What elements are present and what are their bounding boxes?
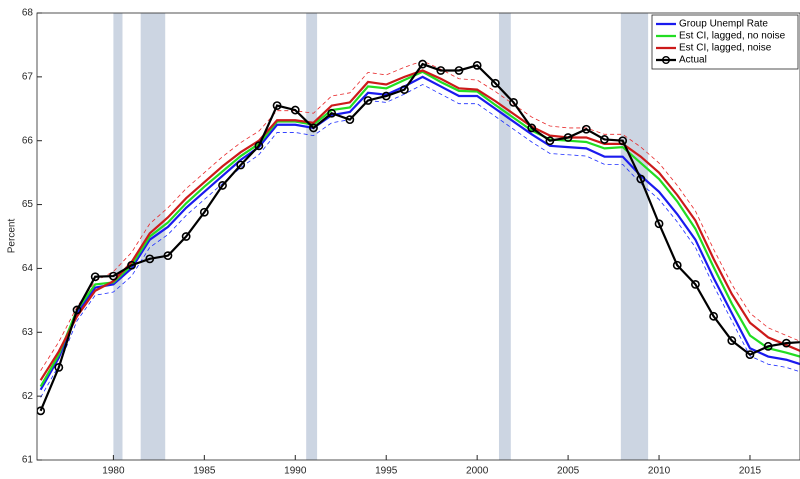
data-point (472, 60, 482, 70)
data-point (218, 181, 227, 190)
data-point (527, 123, 537, 133)
data-point (309, 123, 318, 133)
data-point (490, 78, 500, 88)
x-tick-label: 2000 (466, 466, 489, 477)
data-point (618, 136, 628, 146)
series-line (39, 70, 800, 388)
x-tick-label: 1980 (102, 466, 125, 477)
data-point (763, 341, 773, 351)
y-tick-label: 68 (22, 8, 34, 19)
y-tick-label: 61 (22, 455, 34, 466)
series-line (39, 62, 800, 412)
legend-label: Actual (679, 55, 707, 66)
legend-label: Est CI, lagged, noise (679, 43, 772, 54)
data-point (781, 338, 791, 348)
recession-band (620, 13, 649, 460)
data-point (108, 271, 118, 281)
data-point (581, 124, 591, 134)
y-tick-label: 65 (22, 199, 34, 210)
x-tick-label: 2005 (557, 466, 580, 477)
series-line (39, 75, 800, 391)
data-point (691, 279, 700, 289)
data-point (127, 260, 136, 270)
data-point (345, 115, 355, 125)
data-point (636, 174, 646, 184)
legend-label: Group Unempl Rate (679, 19, 768, 30)
data-point (600, 135, 609, 144)
data-point (545, 136, 555, 146)
data-point (727, 336, 737, 345)
data-point (199, 207, 209, 217)
series-line (39, 69, 800, 381)
y-tick-label: 64 (22, 263, 34, 274)
x-tick-label: 1990 (284, 466, 307, 477)
data-point (654, 219, 664, 229)
data-point (145, 254, 155, 264)
recession-band (306, 13, 318, 460)
y-tick-label: 62 (22, 391, 34, 402)
data-point (509, 98, 518, 107)
recession-band (498, 13, 511, 460)
data-point (236, 160, 246, 170)
legend-marker (662, 56, 671, 65)
ci-band-line (40, 84, 800, 398)
data-point (90, 272, 100, 282)
data-point (709, 311, 719, 321)
x-tick-label: 2015 (739, 466, 762, 477)
y-tick-label: 63 (22, 327, 34, 338)
data-point (563, 133, 573, 142)
data-point (436, 66, 446, 75)
x-tick-label: 1995 (375, 466, 398, 477)
axes-box (36, 12, 800, 461)
data-point (72, 305, 82, 315)
y-tick-label: 66 (22, 135, 34, 146)
data-point (672, 260, 682, 270)
y-axis-label: Percent (7, 219, 18, 254)
data-point (400, 85, 409, 95)
legend-label: Est CI, lagged, no noise (679, 31, 786, 42)
data-point (181, 232, 191, 241)
x-tick-label: 1985 (193, 466, 216, 477)
data-point (54, 363, 64, 372)
data-point (454, 66, 464, 75)
data-point (363, 96, 373, 105)
y-tick-label: 67 (22, 71, 34, 82)
data-point (290, 105, 300, 115)
data-point (327, 108, 337, 118)
data-point (745, 350, 755, 360)
recession-band (113, 13, 123, 460)
data-point (272, 101, 282, 110)
x-tick-label: 2010 (648, 466, 671, 477)
legend-box (651, 14, 799, 70)
data-point (163, 251, 173, 261)
data-point (418, 59, 427, 69)
data-point (254, 141, 264, 151)
plot-area (37, 13, 800, 460)
data-point (381, 91, 391, 101)
